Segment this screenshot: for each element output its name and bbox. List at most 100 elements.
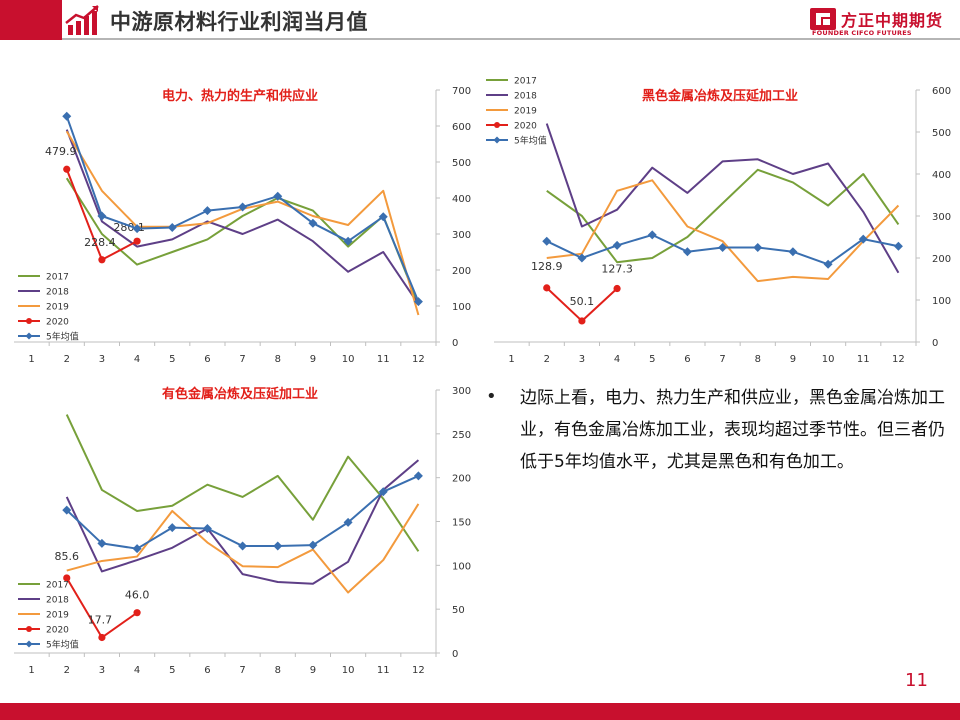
x-tick-label: 2 [64,665,70,676]
y-tick-label: 0 [932,338,938,349]
founder-logo-icon [810,8,836,30]
header-band [0,0,960,40]
data-point [378,487,388,497]
page-number: 11 [905,670,928,691]
data-label: 17.7 [88,613,113,626]
legend-label: 2020 [46,318,69,328]
data-point [413,471,423,481]
chart-title: 电力、热力的生产和供应业 [162,88,318,104]
ferrous-metal-chart: 0 100 200 300 400 500 600 1 2 3 4 5 6 7 8 9 10 11 12 黑色金属冶炼… [480,70,960,370]
data-point [343,236,353,246]
footer-bar [0,703,960,720]
logo-chinese-text: 方正中期期货 [841,11,944,30]
x-tick-label: 12 [412,665,425,676]
header-divider [62,38,960,40]
data-point [718,243,728,252]
data-point [682,247,692,257]
page-title: 中游原材料行业利润当月值 [110,10,368,34]
series-line-2019 [66,503,420,594]
bullet-icon: • [486,386,497,407]
nonferrous-metal-chart: 0 50 100 150 200 250 300 1 2 3 4 5 6 7 8 9 10 11 12 有色金属冶炼及… [0,382,490,682]
y-tick-label: 400 [452,194,471,205]
y-tick-label: 100 [932,296,951,307]
data-label: 128.9 [531,260,563,273]
y-tick-label: 500 [932,128,951,139]
x-tick-label: 6 [684,354,690,365]
legend-label: 2018 [46,288,69,298]
y-tick-label: 400 [932,170,951,181]
legend-marker [26,318,32,324]
legend-label: 2019 [46,611,69,621]
x-tick-label: 10 [342,354,355,365]
x-tick-label: 11 [857,354,870,365]
legend-marker [26,626,32,632]
series-line-5年均值 [66,475,419,550]
legend-label: 2017 [46,273,69,283]
growth-chart-icon [65,5,99,35]
x-tick-label: 11 [377,354,390,365]
data-point [788,247,798,257]
legend-label: 2018 [514,92,537,102]
series-line-2018 [65,459,420,585]
legend-label: 2018 [46,596,69,606]
legend-label: 2017 [46,581,69,591]
data-point [613,284,621,293]
data-point [647,230,657,240]
commentary-text: 边际上看，电力、热力生产和供应业，黑色金属冶炼加工业，有色金属冶炼加工业，表现均… [520,388,945,472]
data-point [238,541,248,551]
y-tick-label: 50 [452,605,465,616]
data-point [238,202,248,212]
data-point [132,544,142,554]
x-tick-label: 8 [275,354,281,365]
y-tick-label: 300 [932,212,951,223]
y-tick-label: 700 [452,86,471,97]
x-tick-label: 4 [614,354,620,365]
x-tick-label: 10 [342,665,355,676]
data-point [413,297,423,307]
y-tick-label: 300 [452,386,471,397]
data-point [273,191,283,201]
y-tick-label: 600 [452,122,471,133]
data-point [63,165,71,173]
y-tick-label: 600 [932,86,951,97]
x-tick-label: 5 [649,354,655,365]
data-point [753,243,763,252]
series-line-2017 [546,168,900,264]
x-tick-label: 1 [28,665,34,676]
legend-label: 2017 [514,77,537,87]
series-line-2018 [65,129,420,305]
data-point [133,237,141,245]
y-tick-label: 0 [452,649,458,660]
data-point [97,538,107,548]
data-point [893,241,903,251]
y-tick-label: 100 [452,561,471,572]
series-line-2018 [545,123,900,274]
x-tick-label: 12 [892,354,905,365]
x-tick-label: 5 [169,354,175,365]
data-point [202,206,212,216]
x-tick-label: 8 [755,354,761,365]
data-point [97,211,107,221]
data-point [343,517,353,527]
x-tick-label: 9 [310,354,316,365]
data-label: 46.0 [125,589,150,602]
data-point [823,259,833,269]
series-line-2017 [65,177,420,305]
y-tick-label: 150 [452,518,471,529]
legend-label: 5年均值 [46,331,79,343]
x-tick-label: 6 [204,665,210,676]
x-tick-label: 12 [412,354,425,365]
y-tick-label: 300 [452,230,471,241]
data-label: 228.4 [84,236,116,249]
data-label: 85.6 [55,550,80,563]
data-point [378,212,388,222]
x-tick-label: 4 [134,354,140,365]
data-point [98,633,106,642]
legend-marker [25,640,33,648]
data-point [202,524,212,534]
logo-english-text: FOUNDER CIFCO FUTURES [812,29,912,37]
data-point [273,541,283,551]
legend-label: 2019 [46,303,69,313]
legend-label: 5年均值 [46,639,79,651]
